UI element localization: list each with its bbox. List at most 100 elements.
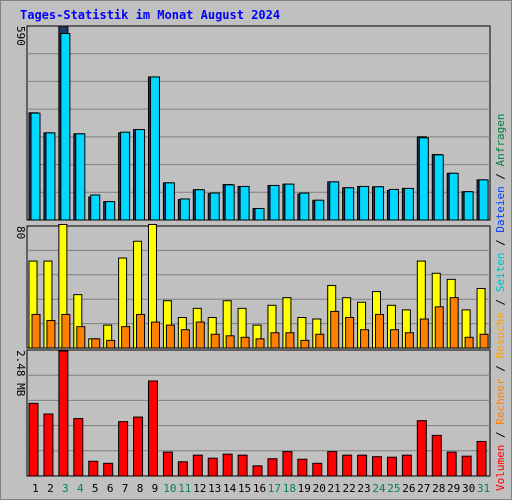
bar-dateien — [209, 192, 220, 221]
bar-besuche — [165, 324, 175, 349]
bar-dateien — [403, 187, 414, 221]
bar-volumen — [103, 462, 114, 477]
legend-item-volumen: Volumen — [494, 445, 507, 491]
bar-besuche — [210, 333, 220, 349]
bar-dateien — [135, 129, 146, 221]
day-label: 15 — [238, 482, 251, 495]
bar-volumen — [297, 458, 308, 477]
day-label: 25 — [387, 482, 400, 495]
day-label: 3 — [62, 482, 69, 495]
y-max-label-hits: 590 — [14, 26, 27, 46]
bar-besuche — [434, 306, 444, 349]
bar-dateien — [90, 194, 101, 221]
bar-dateien — [269, 184, 280, 221]
day-label: 28 — [432, 482, 445, 495]
bar-dateien — [374, 186, 385, 221]
bar-besuche — [76, 326, 86, 349]
legend-item-seiten: Seiten — [494, 253, 507, 293]
legend-item-anfragen: Anfragen — [494, 113, 507, 166]
bar-besuche — [91, 338, 101, 349]
bar-dateien — [30, 112, 41, 221]
bar-besuche — [464, 336, 474, 349]
day-label: 20 — [313, 482, 326, 495]
legend-text: Volumen / Rechner / Besuche / Seiten / D… — [494, 113, 507, 491]
bar-volumen — [401, 454, 412, 477]
bar-besuche — [419, 318, 429, 349]
bar-volumen — [28, 402, 39, 477]
bar-volumen — [118, 421, 129, 477]
bar-besuche — [240, 336, 250, 349]
bar-besuche — [375, 313, 385, 349]
bar-volumen — [357, 454, 368, 477]
bar-dateien — [418, 137, 429, 221]
day-label: 18 — [283, 482, 296, 495]
bar-dateien — [105, 201, 116, 221]
bar-besuche — [136, 313, 146, 349]
bar-dateien — [149, 76, 160, 221]
chart-title: Tages-Statistik im Monat August 2024 — [20, 8, 280, 22]
bar-volumen — [327, 451, 338, 477]
bar-dateien — [45, 132, 56, 221]
day-label: 26 — [402, 482, 415, 495]
legend-item-rechner: Rechner — [494, 378, 507, 425]
bar-dateien — [194, 189, 205, 221]
bar-besuche — [345, 317, 355, 349]
bar-dateien — [179, 198, 190, 221]
bar-volumen — [446, 451, 457, 477]
y-max-label-volume: 2.48 MB — [14, 350, 27, 397]
bar-volumen — [431, 434, 442, 477]
day-label: 24 — [372, 482, 386, 495]
y-max-label-pages: 80 — [14, 226, 27, 239]
bar-volumen — [476, 440, 487, 477]
bar-volumen — [133, 416, 144, 477]
bar-besuche — [300, 339, 310, 349]
bar-volumen — [147, 380, 158, 477]
bar-dateien — [164, 182, 175, 221]
bar-dateien — [344, 187, 355, 221]
bar-dateien — [388, 188, 399, 221]
bar-besuche — [255, 338, 265, 349]
bar-besuche — [360, 329, 370, 349]
bar-besuche — [315, 333, 325, 349]
bar-dateien — [284, 183, 295, 221]
day-label: 7 — [122, 482, 129, 495]
bar-besuche — [479, 333, 489, 349]
bar-besuche — [121, 326, 131, 349]
bar-volumen — [162, 451, 173, 477]
day-label: 12 — [193, 482, 206, 495]
bar-besuche — [180, 329, 190, 349]
day-labels: 1 2 3 4 5 6 7 8 9 10 11 12 13 14 15 16 17 18 19 20 21 22 23 24 2… — [32, 482, 490, 495]
legend-separator: / — [494, 425, 507, 445]
day-label: 9 — [152, 482, 159, 495]
day-label: 8 — [137, 482, 144, 495]
bar-volumen — [416, 420, 427, 477]
bar-dateien — [329, 181, 340, 221]
bar-volumen — [461, 455, 472, 477]
legend-separator: / — [494, 166, 507, 186]
day-label: 22 — [342, 482, 355, 495]
bar-dateien — [448, 172, 459, 221]
bar-dateien — [254, 207, 265, 221]
bar-besuche — [330, 310, 340, 349]
day-label: 19 — [298, 482, 311, 495]
legend-item-besuche: Besuche — [494, 312, 507, 358]
bar-dateien — [75, 133, 86, 221]
bar-volumen — [222, 453, 233, 477]
bar-volumen — [372, 456, 383, 477]
day-label: 31 — [477, 482, 490, 495]
bar-besuche — [285, 332, 295, 349]
day-label: 13 — [208, 482, 221, 495]
day-label: 4 — [77, 482, 84, 495]
panel-frame — [26, 349, 491, 477]
day-label: 10 — [163, 482, 176, 495]
legend-separator: / — [494, 292, 507, 312]
day-label: 29 — [447, 482, 460, 495]
bar-besuche — [106, 339, 116, 349]
bar-dateien — [239, 185, 250, 221]
legend-separator: / — [494, 233, 507, 253]
day-label: 5 — [92, 482, 99, 495]
bar-volumen — [342, 454, 353, 477]
day-label: 6 — [107, 482, 114, 495]
bar-volumen — [207, 457, 218, 477]
